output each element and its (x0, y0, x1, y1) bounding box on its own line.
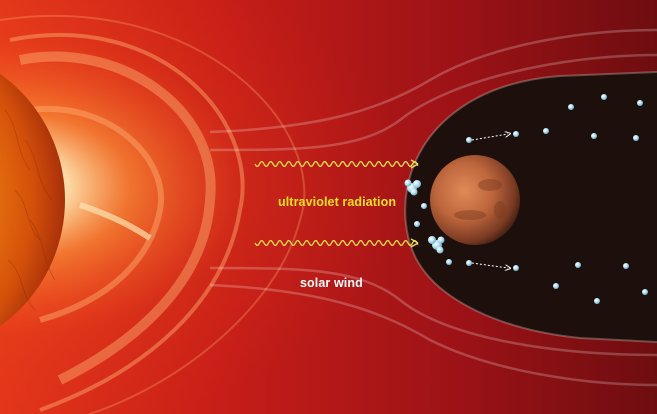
ion-particle-icon (591, 133, 597, 139)
ion-particle-icon (428, 236, 436, 244)
ion-particle-icon (513, 265, 519, 271)
ion-particle-icon (446, 259, 452, 265)
mars-surface-features (454, 179, 506, 220)
ion-particle-icon (637, 100, 643, 106)
uv-wave-upper (254, 160, 419, 168)
solar-wind-streamlines (209, 28, 657, 387)
ion-particles (404, 94, 648, 304)
ion-particle-icon (553, 283, 559, 289)
bow-shock-edge (404, 71, 657, 343)
ion-particle-icon (594, 298, 600, 304)
ion-particle-icon (543, 128, 549, 134)
ion-particle-icon (568, 104, 574, 110)
uv-wave-lower (254, 239, 419, 247)
ultraviolet-radiation-label: ultraviolet radiation (278, 195, 397, 209)
ion-particle-icon (421, 203, 427, 209)
ion-particle-icon (410, 188, 418, 196)
solar-wind-label: solar wind (300, 276, 363, 290)
mars-icon (430, 155, 520, 245)
ion-particle-icon (601, 94, 607, 100)
sun-icon (0, 73, 65, 327)
ion-particle-icon (414, 221, 420, 227)
sun-surface-texture (4, 109, 56, 311)
uv-arrowhead-upper (410, 159, 419, 169)
ion-particle-icon (436, 246, 444, 254)
coronal-loops (0, 14, 306, 414)
ion-particle-icon (513, 131, 519, 137)
ion-particle-icon (404, 179, 412, 187)
ion-particle-icon (437, 236, 445, 244)
ion-particle-icon (575, 262, 581, 268)
ion-particle-icon (623, 263, 629, 269)
ion-particle-icon (466, 260, 472, 266)
ion-particle-icon (413, 180, 421, 188)
ion-particle-icon (642, 289, 648, 295)
uv-arrowhead-lower (410, 238, 419, 248)
ion-particle-icon (466, 137, 472, 143)
ion-particle-icon (633, 135, 639, 141)
solar-prominence (79, 202, 152, 241)
